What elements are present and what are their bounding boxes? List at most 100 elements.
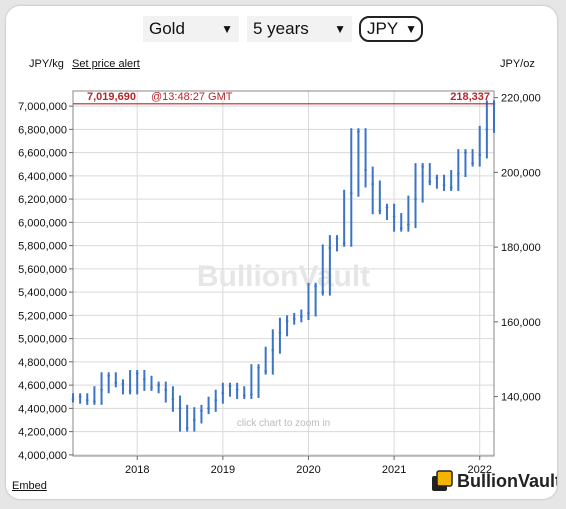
- price-point: [264, 369, 267, 373]
- embed-link[interactable]: Embed: [12, 480, 47, 492]
- currency-select[interactable]: JPY ▼: [359, 16, 423, 42]
- y-tick-label: 6,800,000: [18, 124, 67, 136]
- price-point: [364, 168, 367, 172]
- y-tick-label: 4,800,000: [18, 357, 67, 369]
- y2-tick-label: 220,000: [501, 93, 541, 105]
- y2-tick-label: 180,000: [501, 242, 541, 254]
- y-tick-label: 4,600,000: [18, 380, 67, 392]
- price-point: [464, 151, 467, 154]
- y-tick-label: 6,200,000: [18, 194, 67, 206]
- price-point: [385, 205, 389, 209]
- y-tick-label: 6,400,000: [18, 171, 67, 183]
- price-point: [314, 284, 317, 288]
- price-point: [107, 374, 110, 378]
- chevron-down-icon: ▼: [221, 22, 233, 36]
- price-point: [300, 315, 303, 318]
- metal-select-value: Gold: [149, 19, 185, 38]
- price-point: [185, 426, 189, 430]
- price-point: [214, 398, 218, 402]
- price-point: [471, 161, 474, 165]
- price-point: [235, 388, 239, 392]
- y-tick-label: 5,600,000: [18, 264, 67, 276]
- y-tick-label: 5,000,000: [18, 334, 67, 346]
- price-point: [449, 186, 453, 189]
- y-tick-label: 6,600,000: [18, 148, 67, 160]
- price-point: [328, 246, 332, 250]
- price-point: [335, 237, 339, 240]
- brand-name: BullionVault: [457, 470, 557, 491]
- y-tick-label: 4,000,000: [18, 450, 67, 462]
- price-point: [178, 407, 182, 410]
- price-point: [207, 407, 210, 410]
- x-tick-label: 2022: [467, 464, 491, 476]
- price-point: [485, 128, 489, 131]
- period-select[interactable]: 5 years ▼: [247, 16, 352, 42]
- y2-tick-label: 140,000: [501, 392, 541, 404]
- y-tick-label: 5,800,000: [18, 241, 67, 253]
- current-price-oz: 218,337: [450, 91, 490, 103]
- left-unit-label: JPY/kg: [29, 58, 64, 70]
- price-point: [143, 377, 146, 381]
- price-point: [100, 388, 103, 392]
- x-tick-label: 2020: [296, 464, 320, 476]
- price-point: [121, 382, 125, 386]
- price-point: [414, 197, 417, 201]
- price-point: [307, 311, 310, 315]
- price-point: [392, 215, 396, 218]
- metal-select[interactable]: Gold ▼: [143, 16, 239, 42]
- x-tick-label: 2018: [125, 464, 149, 476]
- price-point: [399, 226, 403, 230]
- watermark: BullionVault: [197, 260, 370, 293]
- price-point: [128, 389, 132, 393]
- price-point: [242, 394, 246, 397]
- price-point: [342, 241, 346, 245]
- price-point: [157, 383, 160, 387]
- price-point: [114, 381, 118, 385]
- price-point: [193, 418, 196, 422]
- price-point: [428, 180, 432, 183]
- currency-select-value: JPY: [367, 19, 399, 38]
- price-point: [285, 319, 289, 323]
- price-point: [200, 409, 203, 412]
- price-point: [228, 384, 232, 388]
- y-tick-label: 6,000,000: [18, 217, 67, 229]
- y-tick-label: 5,200,000: [18, 310, 67, 322]
- y-tick-label: 4,200,000: [18, 427, 67, 439]
- price-point: [292, 317, 296, 321]
- price-point: [371, 182, 374, 186]
- y2-tick-label: 200,000: [501, 167, 541, 179]
- price-point: [321, 290, 325, 294]
- chevron-down-icon: ▼: [405, 22, 417, 36]
- price-point: [478, 153, 482, 157]
- price-point: [171, 397, 175, 401]
- price-point: [378, 209, 382, 213]
- chart-widget: Gold ▼ 5 years ▼ JPY ▼ JPY/kg Set price …: [6, 6, 557, 499]
- brand-logo[interactable]: BullionVault: [431, 470, 557, 492]
- price-point: [135, 372, 139, 375]
- plot-frame: [72, 90, 495, 457]
- price-point: [278, 331, 282, 335]
- price-point: [435, 176, 439, 180]
- y-tick-label: 5,400,000: [18, 287, 67, 299]
- zoom-hint: click chart to zoom in: [237, 418, 330, 429]
- set-price-alert-link[interactable]: Set price alert: [72, 58, 140, 70]
- period-select-value: 5 years: [253, 19, 309, 38]
- price-point: [349, 191, 353, 195]
- price-point: [164, 388, 168, 392]
- price-point: [457, 172, 460, 175]
- price-chart[interactable]: BullionVault click chart to zoom in 4,000,…: [6, 6, 557, 499]
- price-point: [71, 397, 75, 401]
- price-point: [257, 366, 260, 369]
- x-tick-label: 2019: [211, 464, 235, 476]
- chevron-down-icon: ▼: [334, 22, 346, 36]
- price-point: [442, 183, 446, 187]
- price-point: [357, 130, 360, 133]
- current-price-kg: 7,019,690: [87, 91, 136, 103]
- price-point: [221, 391, 225, 395]
- price-series: [71, 100, 496, 432]
- right-unit-label: JPY/oz: [500, 58, 535, 70]
- price-point: [85, 398, 89, 402]
- price-point: [250, 393, 253, 396]
- price-point: [150, 386, 153, 389]
- price-point: [78, 395, 82, 399]
